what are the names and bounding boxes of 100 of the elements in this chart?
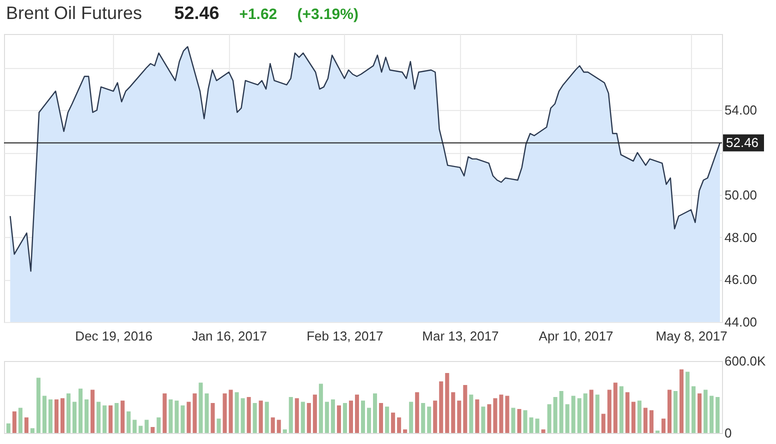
- bar: [692, 386, 696, 433]
- bar: [439, 381, 444, 433]
- bar: [529, 417, 534, 433]
- y-tick-label: 48.00: [724, 230, 758, 245]
- bar: [114, 403, 119, 433]
- bar: [204, 393, 209, 433]
- bar: [132, 420, 137, 433]
- bar: [589, 390, 594, 433]
- ref-line-label: 52.46: [726, 134, 759, 150]
- bar: [698, 393, 702, 433]
- bar: [102, 405, 107, 433]
- bar: [553, 397, 558, 433]
- bar: [481, 406, 486, 433]
- bar: [469, 394, 474, 433]
- bar: [373, 393, 378, 433]
- bar: [649, 410, 654, 433]
- bar: [517, 409, 522, 433]
- bar: [463, 385, 468, 433]
- bar: [258, 400, 263, 433]
- y-tick-label: 50.00: [724, 187, 758, 202]
- bar: [583, 393, 588, 433]
- x-tick-label: May 8, 2017: [656, 328, 728, 344]
- bar: [264, 402, 269, 433]
- bar: [415, 392, 420, 433]
- bar: [282, 429, 287, 433]
- bar: [306, 403, 311, 433]
- bar: [240, 398, 245, 433]
- bar: [451, 392, 456, 433]
- x-tick-label: Feb 13, 2017: [306, 328, 384, 344]
- bar: [216, 418, 221, 433]
- bar: [613, 382, 618, 433]
- bar: [643, 408, 648, 433]
- text: (+3.19%): [297, 6, 358, 23]
- y-tick-label: 44.00: [724, 314, 758, 330]
- bar: [60, 398, 65, 433]
- bar: [120, 400, 125, 433]
- text: +1.62: [239, 6, 278, 23]
- bar: [318, 384, 323, 433]
- bar: [138, 426, 143, 433]
- bar: [324, 402, 329, 433]
- bar: [186, 402, 191, 433]
- bar: [276, 420, 281, 433]
- bar: [288, 397, 293, 433]
- bar: [312, 394, 317, 433]
- bar: [270, 417, 275, 433]
- bar: [36, 378, 40, 433]
- bar: [427, 406, 432, 433]
- y-tick-label: 600.0K: [724, 354, 766, 368]
- bar: [571, 396, 576, 433]
- bar: [348, 400, 353, 433]
- bar: [180, 405, 185, 433]
- bar: [559, 391, 564, 433]
- bar: [577, 398, 582, 433]
- bar: [48, 399, 52, 433]
- chart-title: Brent Oil Futures: [6, 3, 142, 23]
- bar: [637, 400, 642, 433]
- bar: [710, 396, 714, 433]
- bar: [403, 429, 408, 433]
- bar: [505, 396, 510, 433]
- bar: [84, 399, 89, 433]
- bar: [336, 405, 341, 433]
- x-tick-label: Jan 16, 2017: [192, 328, 267, 344]
- bar: [619, 386, 624, 433]
- bar: [96, 402, 101, 433]
- bar: [391, 412, 396, 433]
- bar: [252, 403, 257, 433]
- bar: [421, 403, 426, 433]
- y-tick-label: 54.00: [724, 102, 758, 118]
- bar: [547, 404, 552, 433]
- bar: [18, 408, 22, 433]
- bar: [397, 417, 402, 433]
- bar: [631, 402, 636, 433]
- bar: [66, 393, 71, 433]
- bar: [78, 388, 83, 433]
- bar: [493, 398, 498, 433]
- x-tick-label: Apr 10, 2017: [538, 328, 614, 344]
- bar: [686, 372, 690, 433]
- bar: [342, 403, 347, 433]
- bar: [607, 390, 612, 433]
- bar: [246, 397, 251, 433]
- bar: [210, 403, 215, 433]
- bar: [222, 393, 227, 433]
- bar: [433, 400, 438, 433]
- bar: [168, 399, 173, 433]
- bar: [108, 405, 113, 433]
- bar: [72, 402, 77, 433]
- bar: [12, 411, 16, 433]
- bar: [174, 400, 179, 433]
- bar: [445, 373, 450, 433]
- x-tick-label: Mar 13, 2017: [422, 328, 499, 344]
- bar: [385, 406, 390, 433]
- bar: [523, 410, 528, 433]
- bar: [565, 404, 570, 433]
- bar: [198, 382, 203, 433]
- bar: [330, 399, 335, 433]
- bar: [379, 403, 384, 433]
- bar: [360, 400, 366, 433]
- bar: [680, 369, 684, 433]
- y-tick-label: 46.00: [724, 272, 758, 288]
- bar: [228, 390, 233, 433]
